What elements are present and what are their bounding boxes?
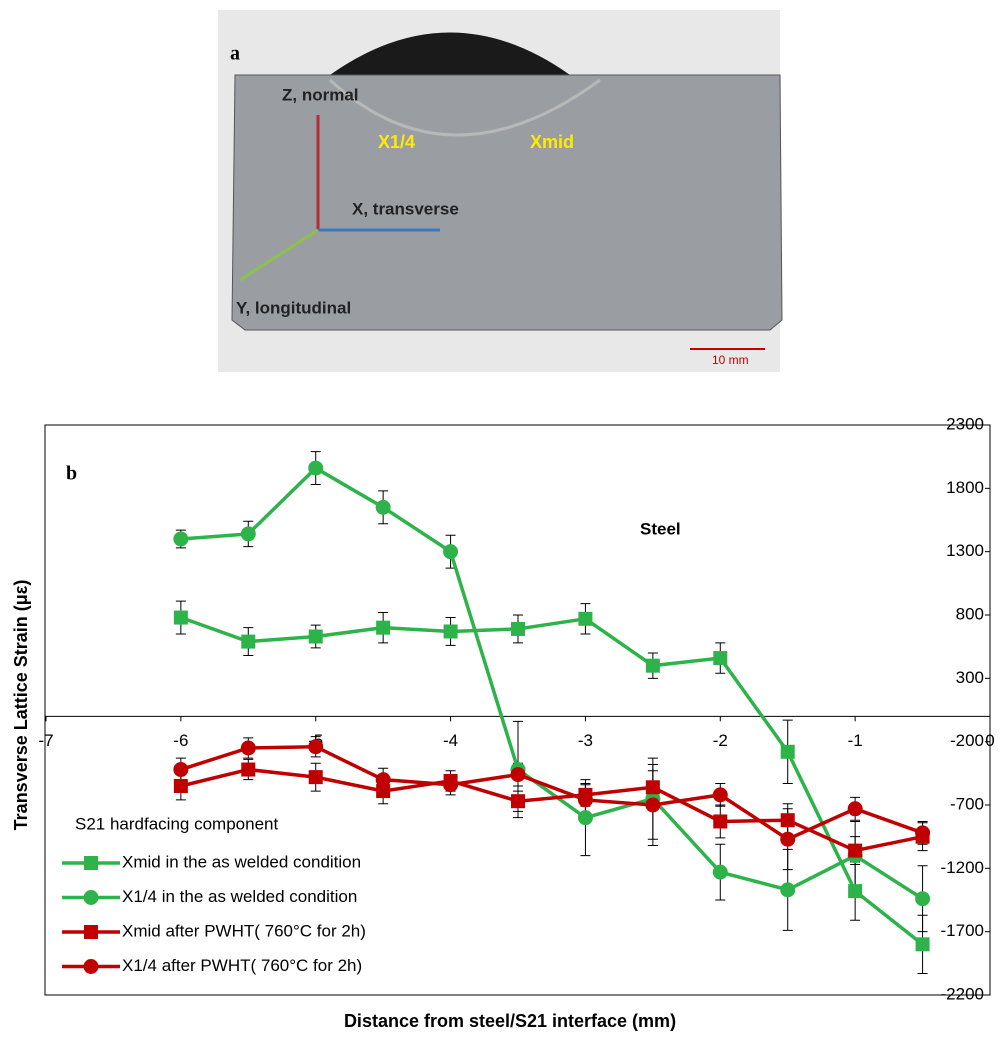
legend-label: Xmid in the as welded condition [122,852,361,871]
marker [712,864,728,880]
marker [511,621,525,636]
panel-label: a [230,43,240,65]
marker [848,843,863,858]
marker [848,884,863,899]
x-tick-label: -7 [38,731,53,750]
marker [443,544,459,560]
legend-marker [83,890,99,905]
marker [577,792,593,808]
marker [308,629,323,644]
marker [240,740,256,756]
x-tick-label: -6 [173,731,188,750]
y-tick-label: -1700 [941,921,984,940]
series-line [180,465,924,901]
fusion-line [328,78,601,137]
marker [645,780,660,795]
y-tick-label: 300 [956,668,984,687]
marker [375,499,391,515]
y-tick-label: 2300 [946,414,984,433]
x-tick-label: -3 [578,731,593,750]
marker [847,801,863,817]
y-tick-label: -700 [950,794,984,813]
marker [375,772,391,788]
x-tick-label: -2 [713,731,728,750]
y-axis-arrow [239,228,319,282]
photo-label: 10 mm [712,353,749,367]
marker [173,531,189,547]
photo-label: X1/4 [378,132,415,152]
marker [645,797,661,813]
photo-label: Y, longitudinal [236,298,351,317]
marker [443,624,458,639]
photo: a Z, normal X1/4 Xmid X, transverse Y, l… [218,10,783,372]
marker [241,762,256,777]
marker [577,810,593,826]
y-axis-title: Transverse Lattice Strain (με) [11,580,31,831]
marker [173,610,188,625]
y-tick-label: -2200 [941,984,984,1003]
legend-label: Xmid after PWHT( 760°C for 2h) [122,921,366,940]
y-tick-label: 800 [956,604,984,623]
photo-label: X, transverse [352,199,459,218]
marker [713,651,728,666]
plot-frame [44,424,991,996]
marker [308,739,324,755]
marker [915,937,930,952]
marker [308,460,324,476]
panel-label: b [66,463,77,485]
marker [780,744,795,759]
legend-marker [84,925,98,939]
marker [780,831,796,847]
weld-bead [330,32,570,75]
marker [713,814,728,829]
marker [780,882,796,898]
y-tick-label: -1200 [941,858,984,877]
marker [173,762,189,778]
legend-label: X1/4 after PWHT( 760°C for 2h) [122,956,362,975]
series-line [180,615,924,946]
photo-label: Xmid [530,132,574,152]
specimen [231,74,783,331]
marker [645,658,660,673]
marker [510,767,526,783]
x-axis-title: Distance from steel/S21 interface (mm) [344,1011,676,1031]
marker [376,784,391,799]
y-tick-label: -200 [950,731,984,750]
legend-label: X1/4 in the as welded condition [122,887,357,906]
marker [376,620,391,635]
legend-marker [84,856,98,870]
marker [915,891,931,907]
marker [511,794,525,809]
marker [915,825,931,841]
y-tick-label: 1300 [946,541,984,560]
legend-marker [83,959,99,974]
marker [780,813,795,828]
marker [241,634,256,649]
marker [578,611,593,626]
marker [173,779,188,793]
photo-label: Z, normal [282,85,359,104]
annotation: S21 hardfacing component [75,814,278,833]
x-tick-label: -4 [443,731,458,750]
y-tick-label: 1800 [946,478,984,497]
x-tick-label: 0 [985,731,994,750]
series-line [180,744,924,842]
marker [712,787,728,803]
marker [240,526,256,542]
marker [443,777,459,793]
series-line [180,767,923,853]
x-tick-label: -1 [848,731,863,750]
marker [308,770,323,785]
annotation: Steel [640,519,681,538]
